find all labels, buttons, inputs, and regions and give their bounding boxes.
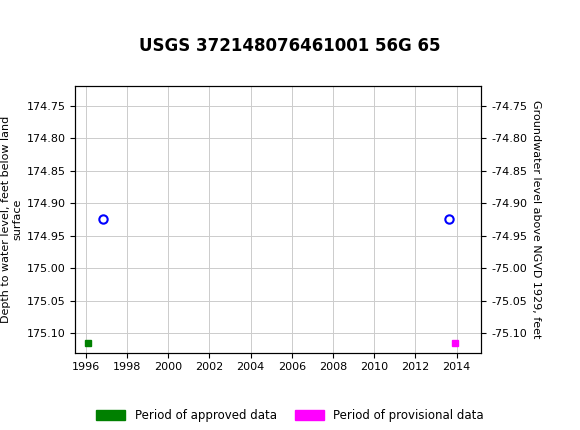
- Text: ≋USGS: ≋USGS: [9, 10, 79, 28]
- Y-axis label: Depth to water level, feet below land
surface: Depth to water level, feet below land su…: [1, 116, 23, 323]
- Legend: Period of approved data, Period of provisional data: Period of approved data, Period of provi…: [96, 409, 484, 422]
- Text: USGS 372148076461001 56G 65: USGS 372148076461001 56G 65: [139, 37, 441, 55]
- Y-axis label: Groundwater level above NGVD 1929, feet: Groundwater level above NGVD 1929, feet: [531, 100, 541, 338]
